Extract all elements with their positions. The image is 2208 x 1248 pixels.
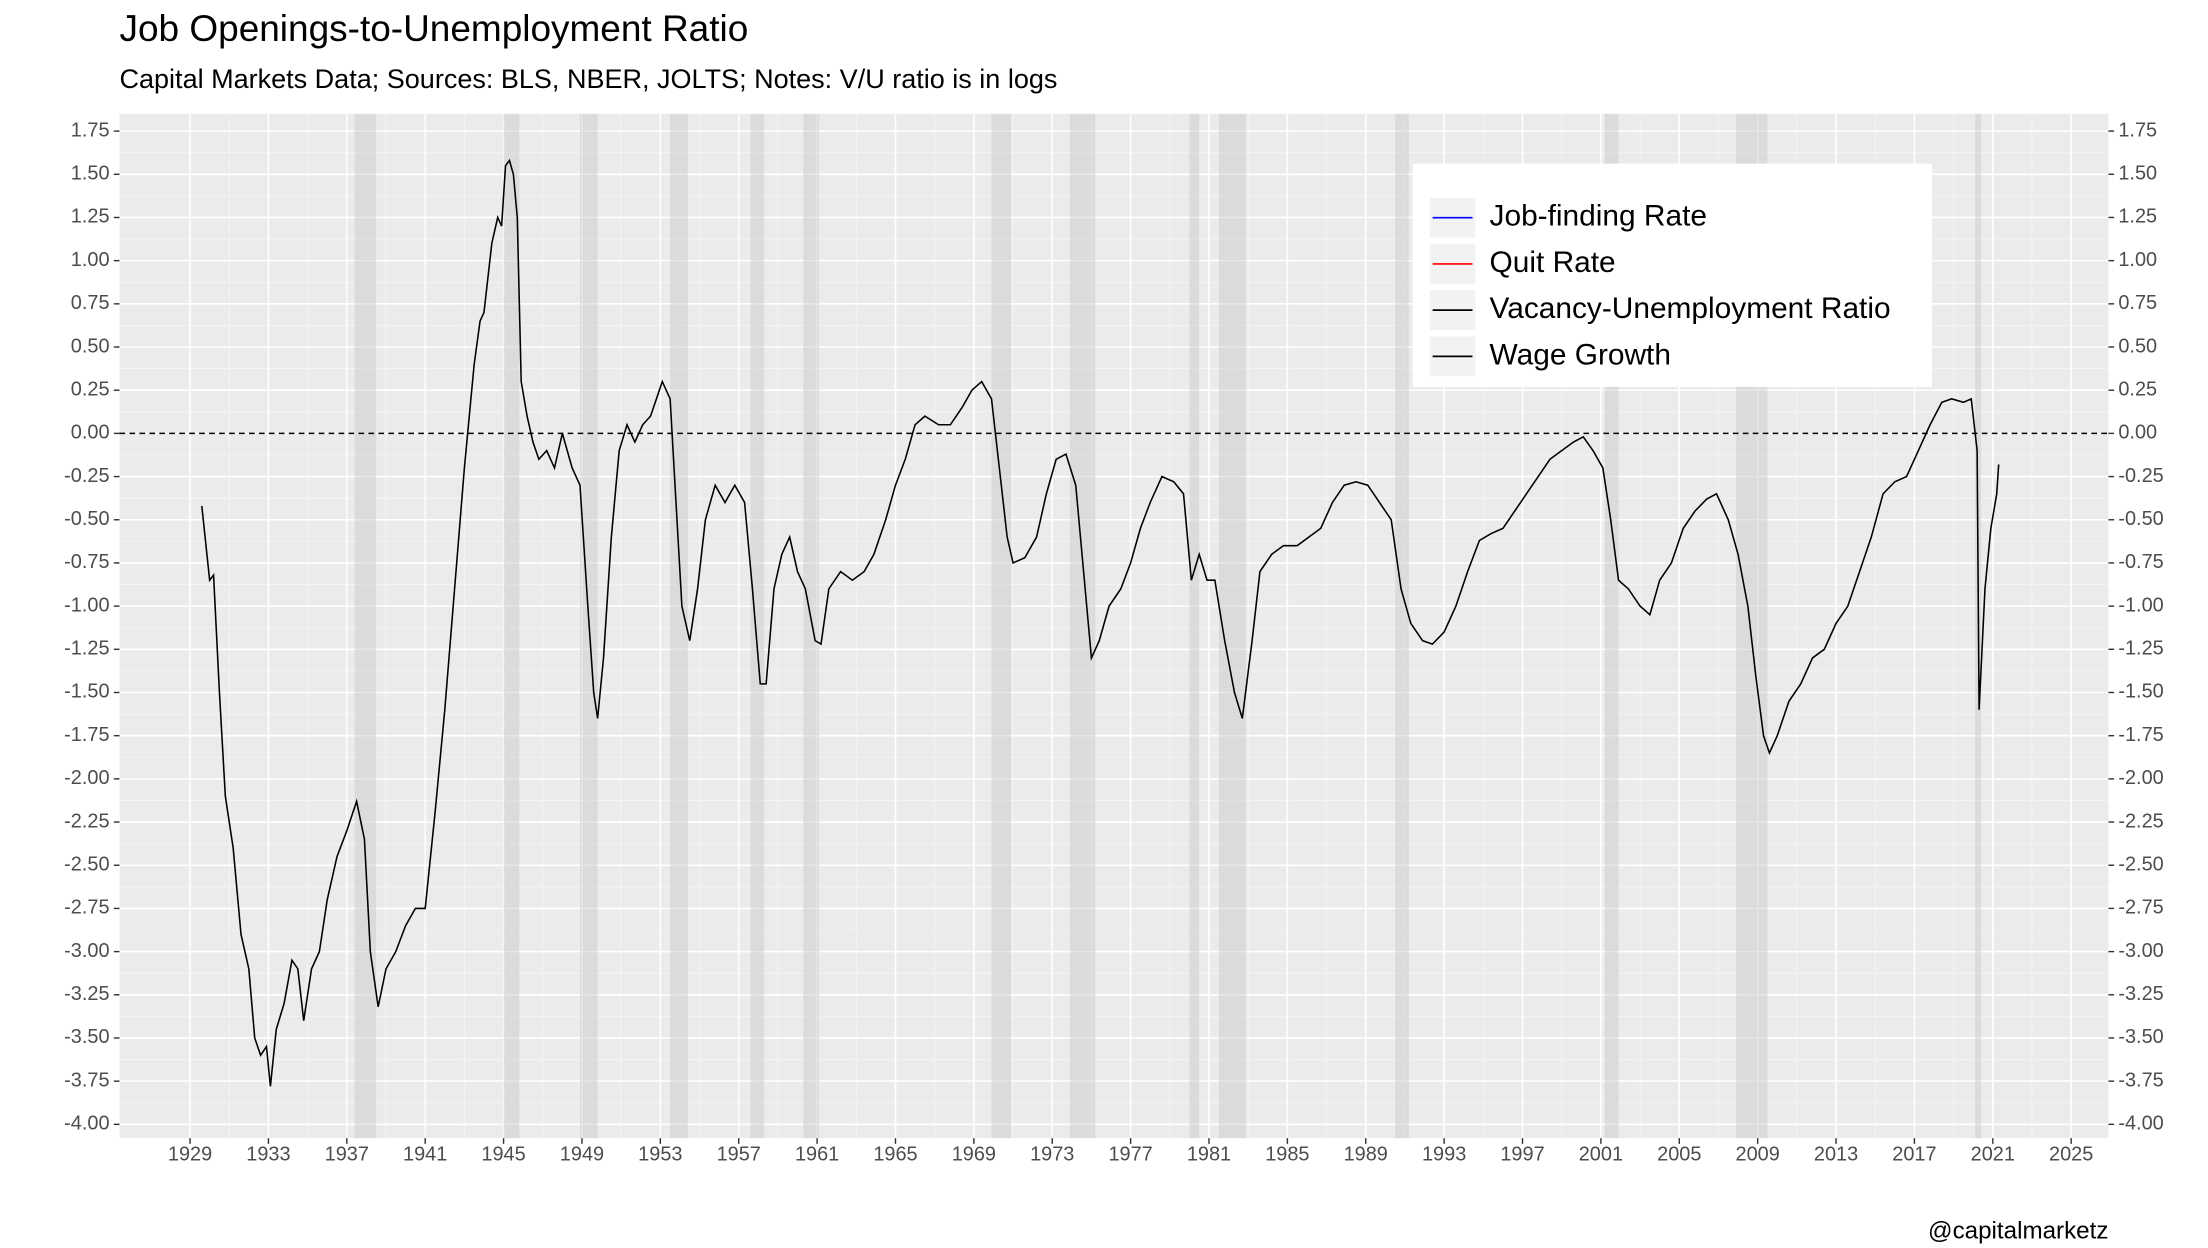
recession-band xyxy=(354,113,377,1139)
y2-tick-label: 1.25 xyxy=(2118,206,2157,228)
y2-tick-label: -4.00 xyxy=(2118,1113,2163,1135)
legend-label: Quit Rate xyxy=(1490,246,1616,279)
y-tick-label: -3.00 xyxy=(64,940,109,962)
y2-tick-label: -0.25 xyxy=(2118,465,2163,487)
x-tick-label: 2017 xyxy=(1892,1143,1936,1165)
y2-tick-label: 1.00 xyxy=(2118,249,2157,271)
y2-tick-label: -0.50 xyxy=(2118,508,2163,530)
recession-band xyxy=(803,113,820,1139)
y-tick-label: 0.25 xyxy=(71,378,110,400)
y-tick-label: -2.75 xyxy=(64,897,109,919)
caption: @capitalmarketz xyxy=(1928,1217,2108,1244)
x-tick-label: 1961 xyxy=(795,1143,839,1165)
x-tick-label: 1993 xyxy=(1422,1143,1466,1165)
chart-subtitle: Capital Markets Data; Sources: BLS, NBER… xyxy=(120,64,1058,94)
x-tick-label: 1945 xyxy=(481,1143,525,1165)
y2-tick-label: 1.50 xyxy=(2118,163,2157,185)
x-tick-label: 1937 xyxy=(325,1143,369,1165)
legend-label: Wage Growth xyxy=(1490,338,1671,371)
y-tick-label: 1.00 xyxy=(71,249,110,271)
y2-tick-label: -3.75 xyxy=(2118,1069,2163,1091)
chart-title: Job Openings-to-Unemployment Ratio xyxy=(120,8,749,49)
y2-tick-label: -1.75 xyxy=(2118,724,2163,746)
y-tick-label: -0.75 xyxy=(64,551,109,573)
y2-tick-label: 0.25 xyxy=(2118,378,2157,400)
series-line xyxy=(201,158,2000,1087)
y-tick-label: -1.75 xyxy=(64,724,109,746)
y-tick-label: -0.50 xyxy=(64,508,109,530)
y-tick-label: -2.50 xyxy=(64,853,109,875)
y-tick-label: 1.25 xyxy=(71,206,110,228)
y2-tick-label: -2.50 xyxy=(2118,853,2163,875)
legend-box xyxy=(1412,163,1932,387)
y2-tick-label: -2.25 xyxy=(2118,810,2163,832)
x-tick-label: 1965 xyxy=(873,1143,917,1165)
y2-tick-label: -1.00 xyxy=(2118,594,2163,616)
recession-band xyxy=(1218,113,1247,1139)
y-tick-label: -1.00 xyxy=(64,594,109,616)
x-tick-label: 2021 xyxy=(1971,1143,2015,1165)
y-tick-label: -2.00 xyxy=(64,767,109,789)
y2-tick-label: -3.50 xyxy=(2118,1026,2163,1048)
recession-band xyxy=(670,113,688,1139)
recession-band xyxy=(1189,113,1200,1139)
y2-tick-label: -1.50 xyxy=(2118,681,2163,703)
y-tick-label: -1.25 xyxy=(64,638,109,660)
y2-tick-label: 0.50 xyxy=(2118,335,2157,357)
x-tick-label: 1929 xyxy=(168,1143,212,1165)
x-tick-label: 2013 xyxy=(1814,1143,1858,1165)
legend-label: Vacancy-Unemployment Ratio xyxy=(1490,292,1891,325)
x-tick-label: 1985 xyxy=(1265,1143,1309,1165)
recession-band xyxy=(1395,113,1409,1139)
recession-band xyxy=(991,113,1012,1139)
y2-tick-label: -2.00 xyxy=(2118,767,2163,789)
x-tick-label: 1953 xyxy=(638,1143,682,1165)
x-tick-label: 1941 xyxy=(403,1143,447,1165)
y-tick-label: 0.75 xyxy=(71,292,110,314)
x-tick-label: 1933 xyxy=(246,1143,290,1165)
y2-tick-label: 0.75 xyxy=(2118,292,2157,314)
y-tick-label: 0.50 xyxy=(71,335,110,357)
y2-tick-label: 1.75 xyxy=(2118,119,2157,141)
y-tick-label: -3.50 xyxy=(64,1026,109,1048)
y-tick-label: -3.25 xyxy=(64,983,109,1005)
recession-band xyxy=(750,113,765,1139)
y-tick-label: -1.50 xyxy=(64,681,109,703)
y2-tick-label: -2.75 xyxy=(2118,897,2163,919)
y2-tick-label: -0.75 xyxy=(2118,551,2163,573)
recession-band xyxy=(503,113,520,1139)
y-tick-label: -3.75 xyxy=(64,1069,109,1091)
x-tick-label: 1997 xyxy=(1500,1143,1544,1165)
y-tick-label: -4.00 xyxy=(64,1113,109,1135)
x-tick-label: 1977 xyxy=(1108,1143,1152,1165)
x-tick-label: 2005 xyxy=(1657,1143,1701,1165)
y2-tick-label: 0.00 xyxy=(2118,422,2157,444)
y-tick-label: 1.50 xyxy=(71,163,110,185)
x-tick-label: 1981 xyxy=(1187,1143,1231,1165)
x-tick-label: 1957 xyxy=(717,1143,761,1165)
x-tick-label: 2009 xyxy=(1736,1143,1780,1165)
recession-band xyxy=(1069,113,1096,1139)
y2-tick-label: -3.00 xyxy=(2118,940,2163,962)
x-tick-label: 1949 xyxy=(560,1143,604,1165)
x-tick-label: 1969 xyxy=(952,1143,996,1165)
x-tick-label: 1989 xyxy=(1344,1143,1388,1165)
legend-label: Job-finding Rate xyxy=(1490,200,1707,233)
x-tick-label: 2025 xyxy=(2049,1143,2093,1165)
y-tick-label: -2.25 xyxy=(64,810,109,832)
y2-tick-label: -3.25 xyxy=(2118,983,2163,1005)
x-tick-label: 2001 xyxy=(1579,1143,1623,1165)
y-tick-label: 0.00 xyxy=(71,422,110,444)
y-tick-label: -0.25 xyxy=(64,465,109,487)
y-tick-label: 1.75 xyxy=(71,119,110,141)
y2-tick-label: -1.25 xyxy=(2118,638,2163,660)
x-tick-label: 1973 xyxy=(1030,1143,1074,1165)
